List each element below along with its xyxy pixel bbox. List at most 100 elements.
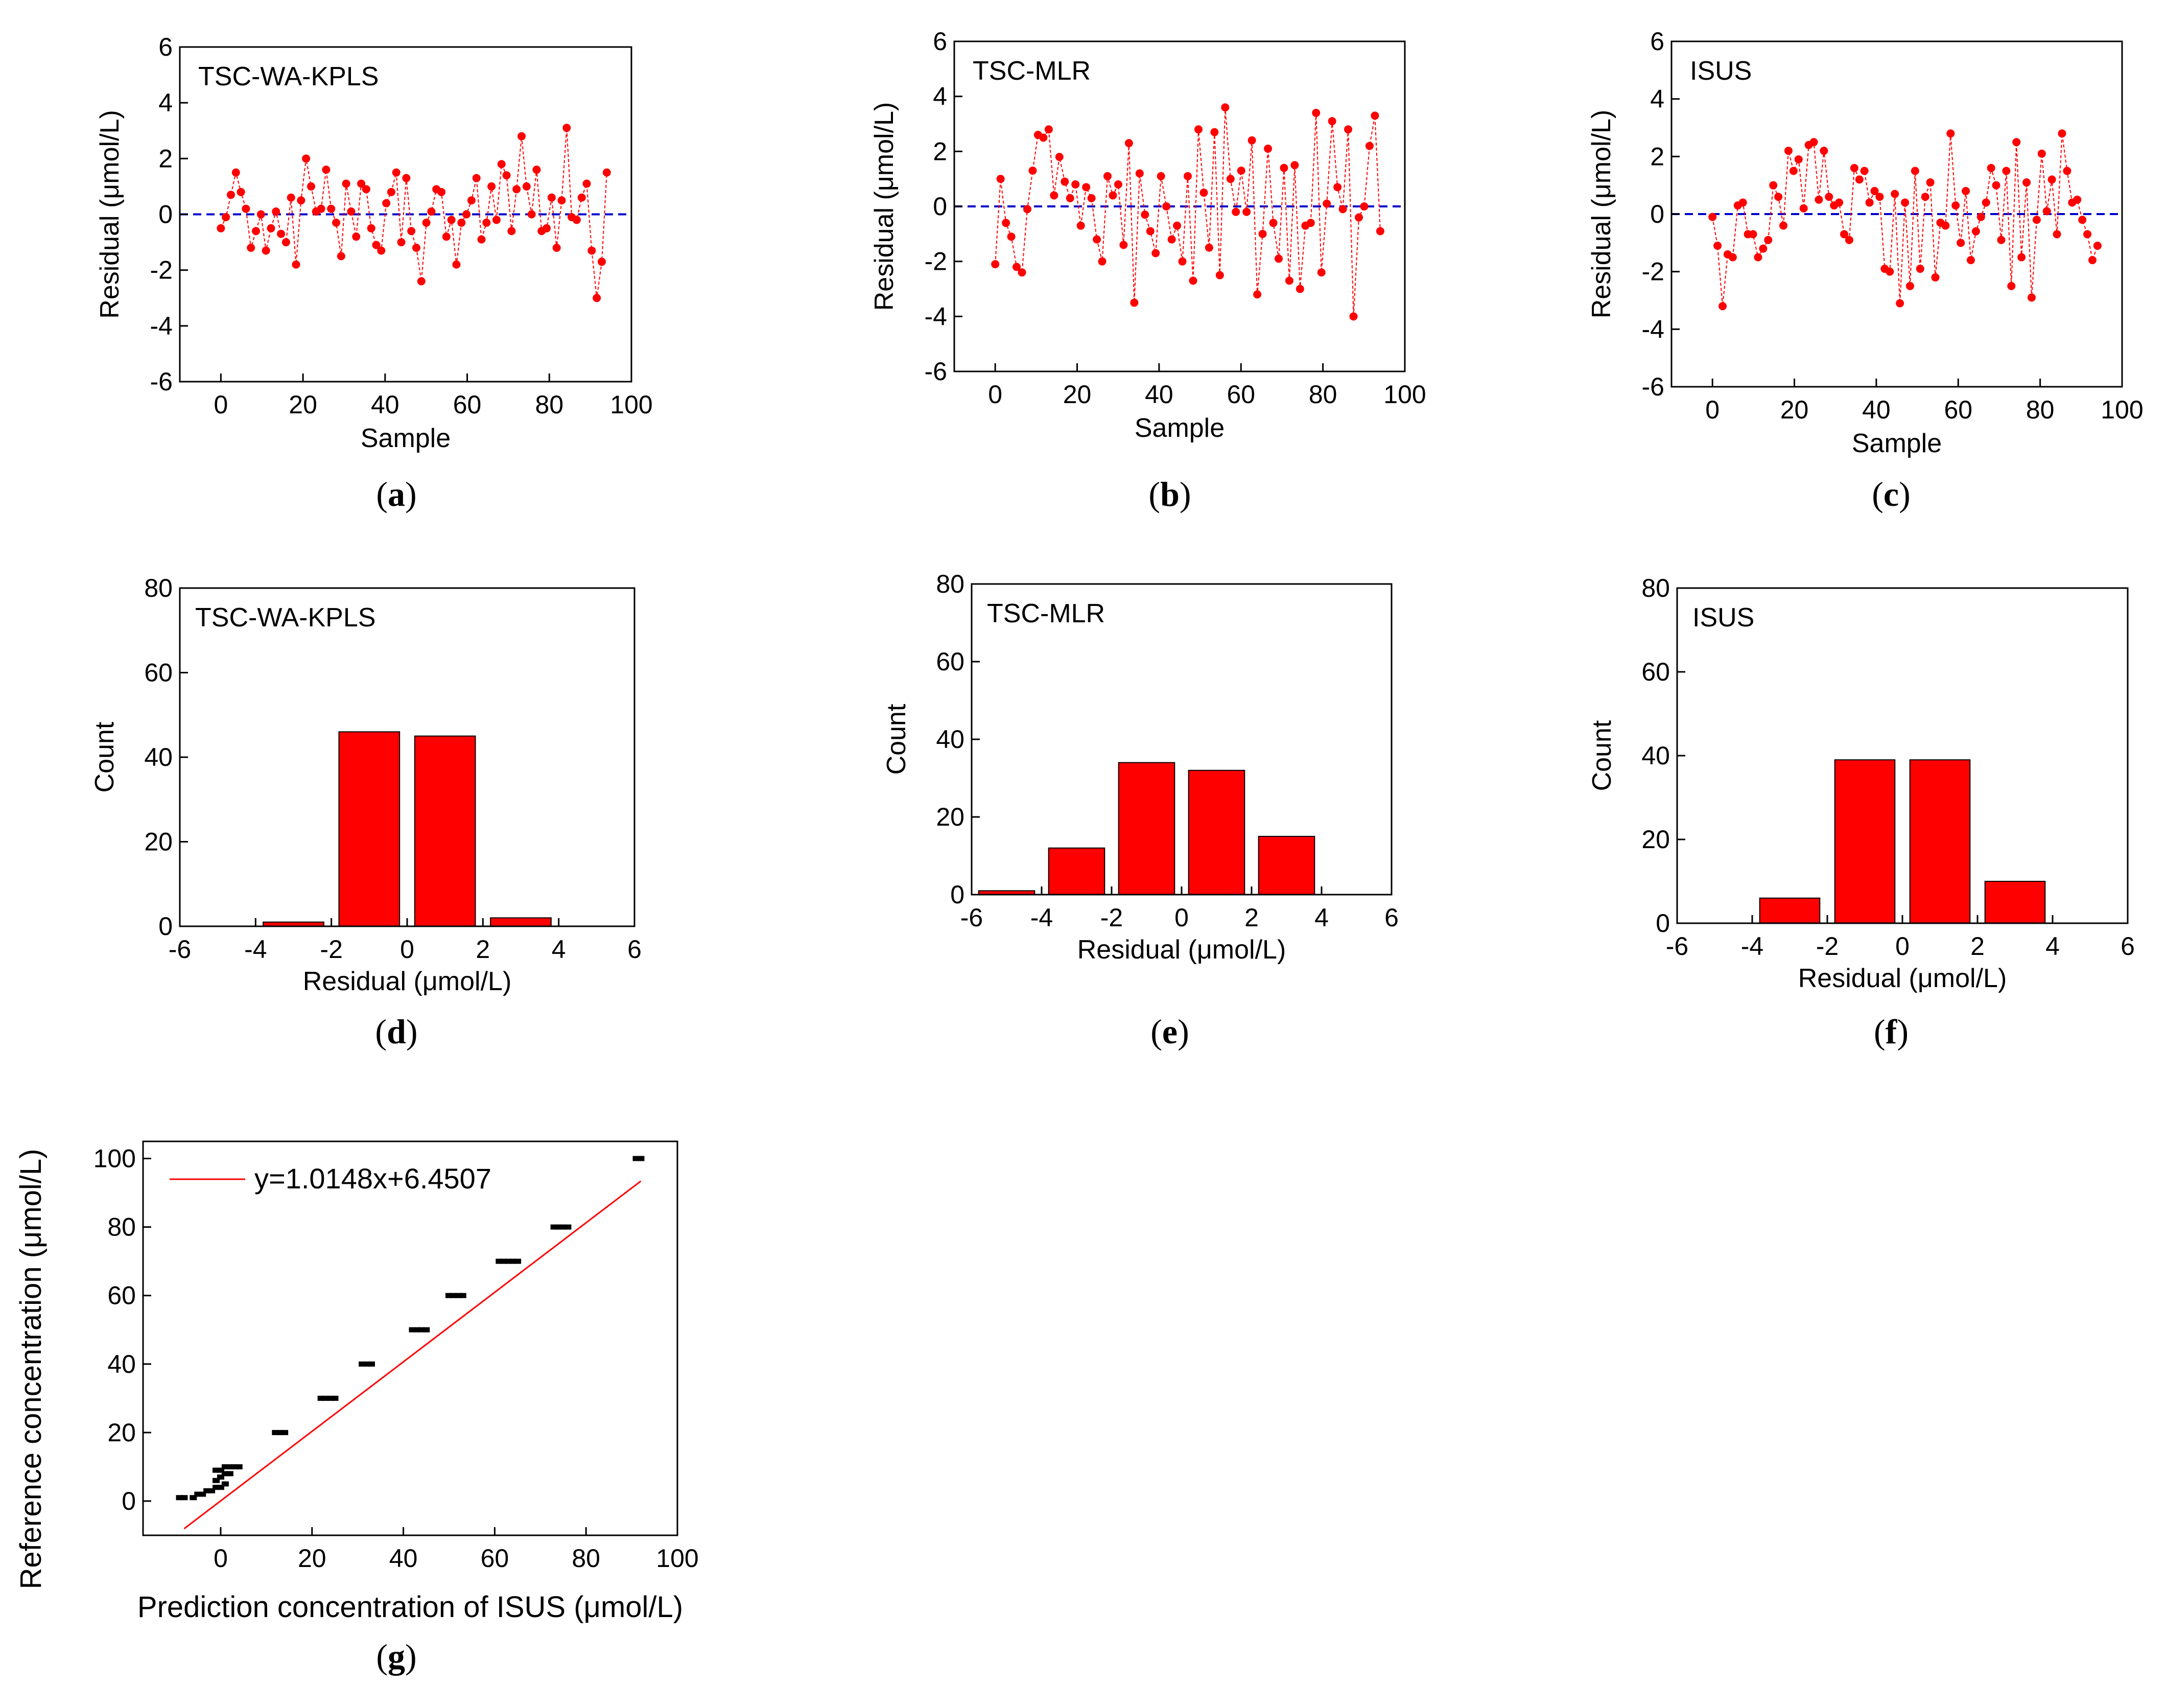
b-xtick-label: 40 [1145,380,1173,409]
b-data-point [1215,271,1224,279]
b-data-point [1280,163,1288,172]
c-data-point [1911,167,1919,175]
c-data-point [1835,198,1844,207]
a-data-point [532,166,541,174]
c-xtick-label: 20 [1780,395,1809,424]
d-x-axis-label: Residual (μmol/L) [303,967,512,996]
f-xtick-label: 4 [2045,932,2060,961]
c-data-point [2027,293,2036,302]
b-data-point [1365,142,1374,150]
a-data-point [412,244,420,252]
c-data-point [1860,167,1869,175]
c-data-point [1875,193,1884,201]
a-data-point [281,238,290,247]
a-data-point [492,216,501,224]
a-data-point [307,182,315,191]
g-ytick-label: 40 [107,1350,136,1378]
f-ytick-label: 20 [1641,825,1670,854]
a-data-point [352,232,361,241]
f-xtick-label: -2 [1816,932,1839,961]
f-panel-label: (f) [1874,1012,1909,1051]
a-data-point [442,232,451,241]
c-xtick-label: 40 [1862,395,1891,424]
c-data-point [1941,221,1950,230]
c-data-point [2022,178,2031,187]
b-data-point [1103,172,1112,180]
c-xtick-label: 60 [1944,395,1972,424]
c-data-point [1971,227,1980,236]
a-data-point [287,193,295,202]
b-data-point [1151,249,1160,258]
b-data-point [1306,219,1315,227]
b-data-point [1013,263,1021,271]
c-ytick-label: 0 [1650,200,1664,228]
b-data-point [1082,183,1091,192]
g-data-point [409,1327,416,1332]
g-data-point [217,1467,224,1473]
e-ytick-label: 80 [936,570,964,598]
g-data-point [505,1258,512,1264]
a-data-point [452,260,461,269]
g-xtick-label: 40 [389,1544,418,1573]
a-data-point [427,207,436,216]
e-ytick-label: 20 [936,803,964,831]
e-y-axis-label: Count [882,704,911,775]
b-data-point [1028,167,1037,175]
b-xtick-label: 100 [1383,380,1426,409]
c-ytick-label: 6 [1650,27,1664,56]
a-data-point [467,196,476,205]
f-xtick-label: -6 [1666,932,1688,961]
b-data-point [1189,276,1197,285]
b-ytick-label: -2 [925,247,947,276]
b-data-point [1018,268,1026,277]
b-data-point [1312,108,1321,117]
b-data-point [1071,180,1080,189]
a-data-point [382,199,391,207]
a-data-point [487,182,496,191]
f-xtick-label: 6 [2121,932,2135,961]
b-data-point [1247,136,1256,145]
a-data-point [226,191,235,199]
a-data-point [582,179,591,188]
a-data-point [392,168,401,177]
c-data-point [1794,155,1803,163]
c-data-point [1820,147,1828,155]
b-data-point [1323,199,1331,208]
a-data-point [327,204,336,213]
b-data-point [1333,183,1342,192]
g-data-point [413,1327,421,1332]
b-data-point [1232,207,1240,216]
g-data-point [176,1495,183,1501]
a-data-point [267,224,275,232]
b-data-point [1141,210,1149,219]
b-data-point [1349,312,1358,321]
a-xtick-label: 0 [214,390,228,419]
a-data-point [587,246,596,255]
b-panel-letter: b [1160,475,1180,513]
a-data-point [277,229,286,238]
b-ytick-label: -6 [925,357,947,386]
a-data-point [397,238,406,247]
a-data-point [387,188,395,196]
b-data-point [1242,207,1251,216]
g-data-point [213,1467,220,1473]
c-data-point [1891,190,1899,198]
c-data-point [2093,241,2102,250]
b-data-point [1007,232,1016,241]
b-xtick-label: 20 [1063,380,1092,409]
c-series-line [1712,133,2098,307]
b-ytick-label: 0 [933,192,947,221]
a-data-point [517,132,526,141]
a-xtick-label: 20 [289,390,317,419]
d-xtick-label: 6 [627,935,642,964]
g-ytick-label: 20 [107,1418,136,1447]
g-data-point [230,1464,238,1469]
d-xtick-label: 0 [400,935,414,964]
d-ytick-label: 20 [144,828,173,856]
a-data-point [482,218,491,227]
g-ytick-label: 60 [107,1281,136,1310]
b-data-point [1109,191,1117,200]
e-ytick-label: 40 [936,725,964,754]
a-ytick-label: 4 [158,88,173,117]
